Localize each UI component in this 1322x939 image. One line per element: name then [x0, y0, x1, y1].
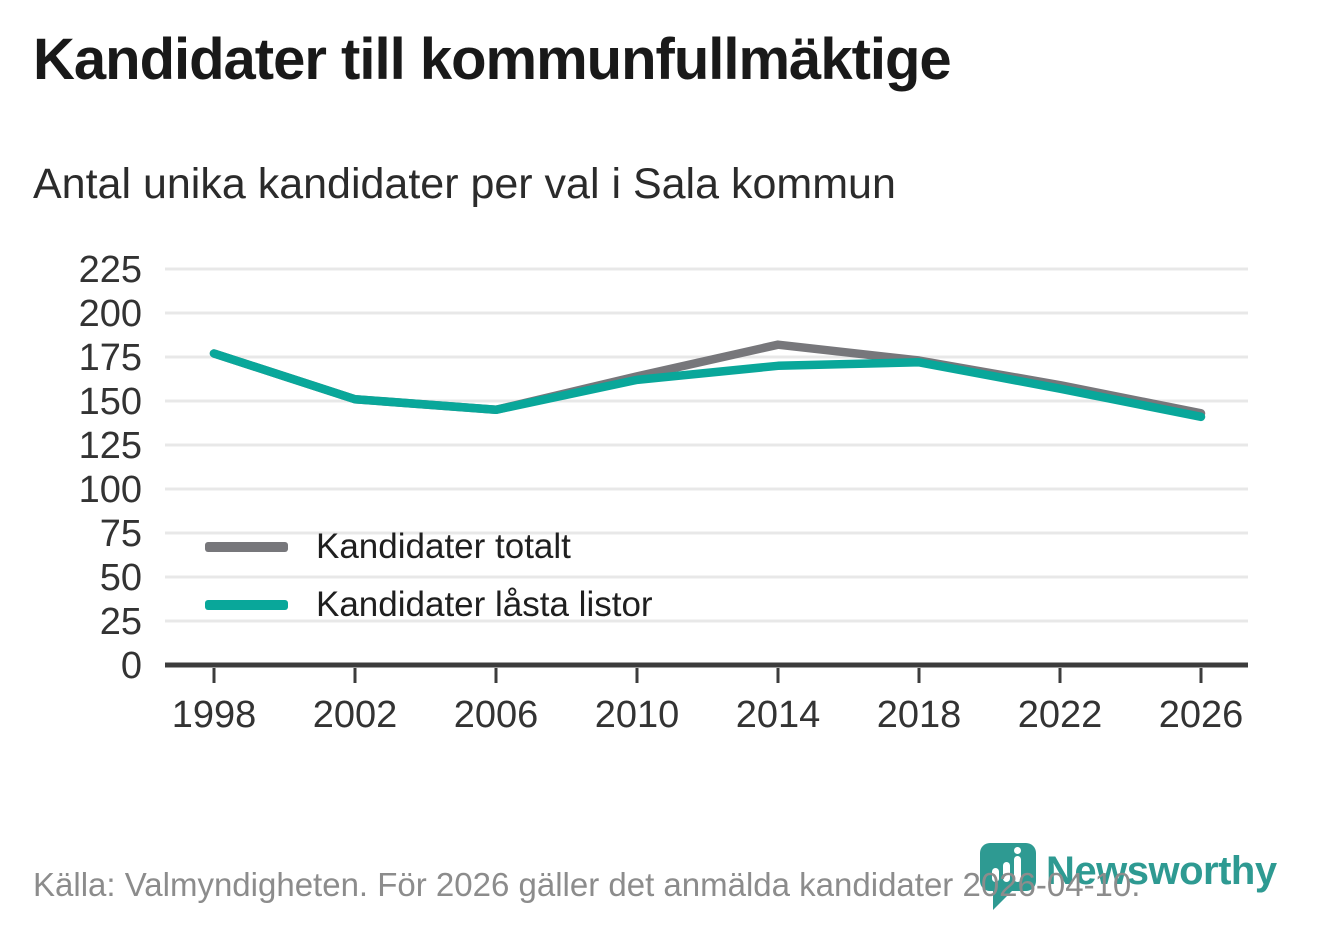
y-tick-label: 175: [79, 337, 142, 379]
x-tick-label: 2018: [877, 694, 962, 736]
y-tick-label: 0: [121, 645, 142, 687]
y-tick-label: 100: [79, 469, 142, 511]
y-tick-label: 125: [79, 425, 142, 467]
y-tick-label: 225: [79, 249, 142, 291]
legend-label: Kandidater låsta listor: [316, 585, 653, 624]
bar-3: [1014, 856, 1021, 882]
x-tick-label: 1998: [172, 694, 257, 736]
legend-swatch: [205, 600, 288, 610]
x-tick-label: 2006: [454, 694, 539, 736]
legend-item-kandidater-totalt: Kandidater totalt: [205, 523, 653, 571]
legend-swatch: [205, 542, 288, 552]
y-tick-label: 150: [79, 381, 142, 423]
y-tick-label: 50: [100, 557, 142, 599]
x-tick-label: 2002: [313, 694, 398, 736]
bar-dot: [1014, 847, 1021, 854]
newsworthy-logo: Newsworthy: [980, 843, 1277, 911]
brand-name: Newsworthy: [1046, 849, 1277, 893]
page-subtitle: Antal unika kandidater per val i Sala ko…: [33, 160, 896, 208]
source-note: Källa: Valmyndigheten. För 2026 gäller d…: [33, 866, 1141, 903]
y-tick-label: 200: [79, 293, 142, 335]
bar-2: [1003, 862, 1010, 882]
chart-legend: Kandidater totalt Kandidater låsta listor: [205, 523, 653, 629]
bar-1: [992, 868, 999, 882]
bar-chart-pin-icon: [980, 843, 1036, 910]
legend-item-kandidater-l-sta-listor: Kandidater låsta listor: [205, 581, 653, 629]
legend-label: Kandidater totalt: [316, 527, 571, 566]
x-tick-label: 2026: [1159, 694, 1244, 736]
y-tick-label: 75: [100, 513, 142, 555]
x-tick-label: 2010: [595, 694, 680, 736]
series-line-kandidater-l-sta-listor: [209, 349, 1206, 422]
y-tick-label: 25: [100, 601, 142, 643]
page-title: Kandidater till kommunfullmäktige: [33, 27, 952, 92]
x-tick-label: 2014: [736, 694, 821, 736]
line-chart: 0 25 50 75 100 125 150 175 200 225 1998 2002 2006 201…: [0, 240, 1322, 760]
x-tick-label: 2022: [1018, 694, 1103, 736]
